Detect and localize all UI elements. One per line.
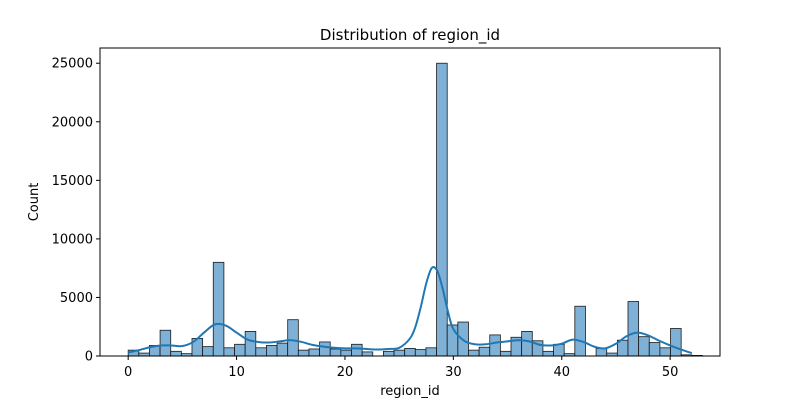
histogram-bar [266, 345, 278, 357]
histogram-bar [478, 346, 491, 357]
y-tick-label: 5000 [60, 291, 93, 306]
histogram-bar [340, 349, 352, 357]
x-axis-ticks: 0 10 20 30 40 50 [124, 356, 678, 380]
x-tick-label: 20 [337, 365, 354, 380]
histogram-bar [542, 350, 554, 357]
chart-title: Distribution of region_id [320, 26, 500, 45]
histogram-bar [244, 331, 257, 357]
x-tick-label: 10 [228, 365, 245, 380]
histogram-bar [308, 348, 320, 357]
kde-curve [127, 266, 693, 355]
histogram-bar [670, 328, 682, 357]
histogram-bar [414, 349, 427, 357]
histogram-bar [499, 350, 512, 357]
histogram-bars [127, 62, 703, 357]
histogram-bar [234, 343, 246, 357]
histogram-bar [659, 347, 671, 357]
y-tick-label: 10000 [52, 232, 93, 247]
x-tick-label: 50 [662, 365, 679, 380]
histogram-bar [638, 336, 650, 357]
histogram-bar [383, 350, 395, 357]
histogram-bar [255, 347, 267, 357]
histogram-bar [212, 261, 225, 357]
plot-frame [99, 47, 721, 357]
histogram-bar [351, 343, 363, 357]
y-axis-ticks: 0 5000 10000 15000 20000 25000 [52, 57, 100, 365]
y-tick-label: 15000 [52, 174, 93, 189]
histogram-bar [393, 349, 406, 357]
histogram-bar [297, 349, 310, 357]
histogram-bar [287, 319, 299, 357]
histogram-bar [404, 347, 416, 357]
histogram-bar [319, 341, 331, 357]
histogram-bar [574, 305, 586, 357]
y-tick-label: 20000 [52, 115, 93, 130]
y-tick-label: 0 [85, 350, 93, 365]
x-tick-label: 40 [553, 365, 570, 380]
histogram-bar [648, 342, 661, 357]
histogram-bar [223, 347, 235, 357]
histogram-bar [361, 351, 374, 357]
histogram-bar [595, 347, 608, 357]
histogram-bar [276, 342, 289, 357]
histogram-bar [159, 329, 172, 357]
histogram-bar [425, 347, 437, 357]
histogram-bar [627, 301, 640, 357]
histogram-bar [202, 346, 214, 357]
x-tick-label: 30 [445, 365, 462, 380]
x-axis-label: region_id [380, 384, 439, 399]
histogram-bar [489, 334, 501, 357]
histogram-bar [436, 62, 448, 357]
y-tick-label: 25000 [52, 57, 93, 72]
histogram-bar [329, 348, 342, 357]
histogram-bar [468, 349, 480, 357]
histogram-bar [170, 350, 182, 357]
y-axis-label: Count [27, 183, 42, 222]
x-tick-label: 0 [124, 365, 132, 380]
histogram-bar [521, 331, 533, 357]
